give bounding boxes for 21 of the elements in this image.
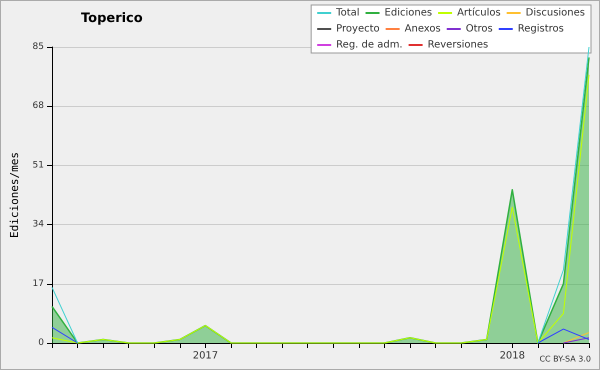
legend-label: Ediciones xyxy=(384,8,432,18)
y-tick-label: 68 xyxy=(32,101,44,112)
legend-label: Registros xyxy=(518,24,564,34)
legend-label: Proyecto xyxy=(336,24,380,34)
legend-label: Reversiones xyxy=(428,40,488,50)
legend-label: Artículos xyxy=(457,8,501,18)
chart-title: Toperico xyxy=(81,11,143,26)
x-tick-label: 2018 xyxy=(500,350,526,362)
y-tick-label: 34 xyxy=(32,220,44,230)
x-tick-label: 2017 xyxy=(192,350,218,362)
legend-label: Reg. de adm. xyxy=(336,40,403,50)
y-axis-title: Ediciones/mes xyxy=(8,152,21,238)
y-tick-label: 0 xyxy=(38,338,44,348)
legend-label: Otros xyxy=(466,24,493,34)
y-tick-label: 85 xyxy=(32,42,44,52)
legend-label: Anexos xyxy=(404,24,441,34)
legend-label: Total xyxy=(335,8,360,18)
y-tick-label: 51 xyxy=(32,160,44,170)
y-tick-label: 17 xyxy=(32,278,44,289)
text: CC BY-SA 3.0 xyxy=(539,354,592,364)
legend-label: Discusiones xyxy=(526,8,586,18)
